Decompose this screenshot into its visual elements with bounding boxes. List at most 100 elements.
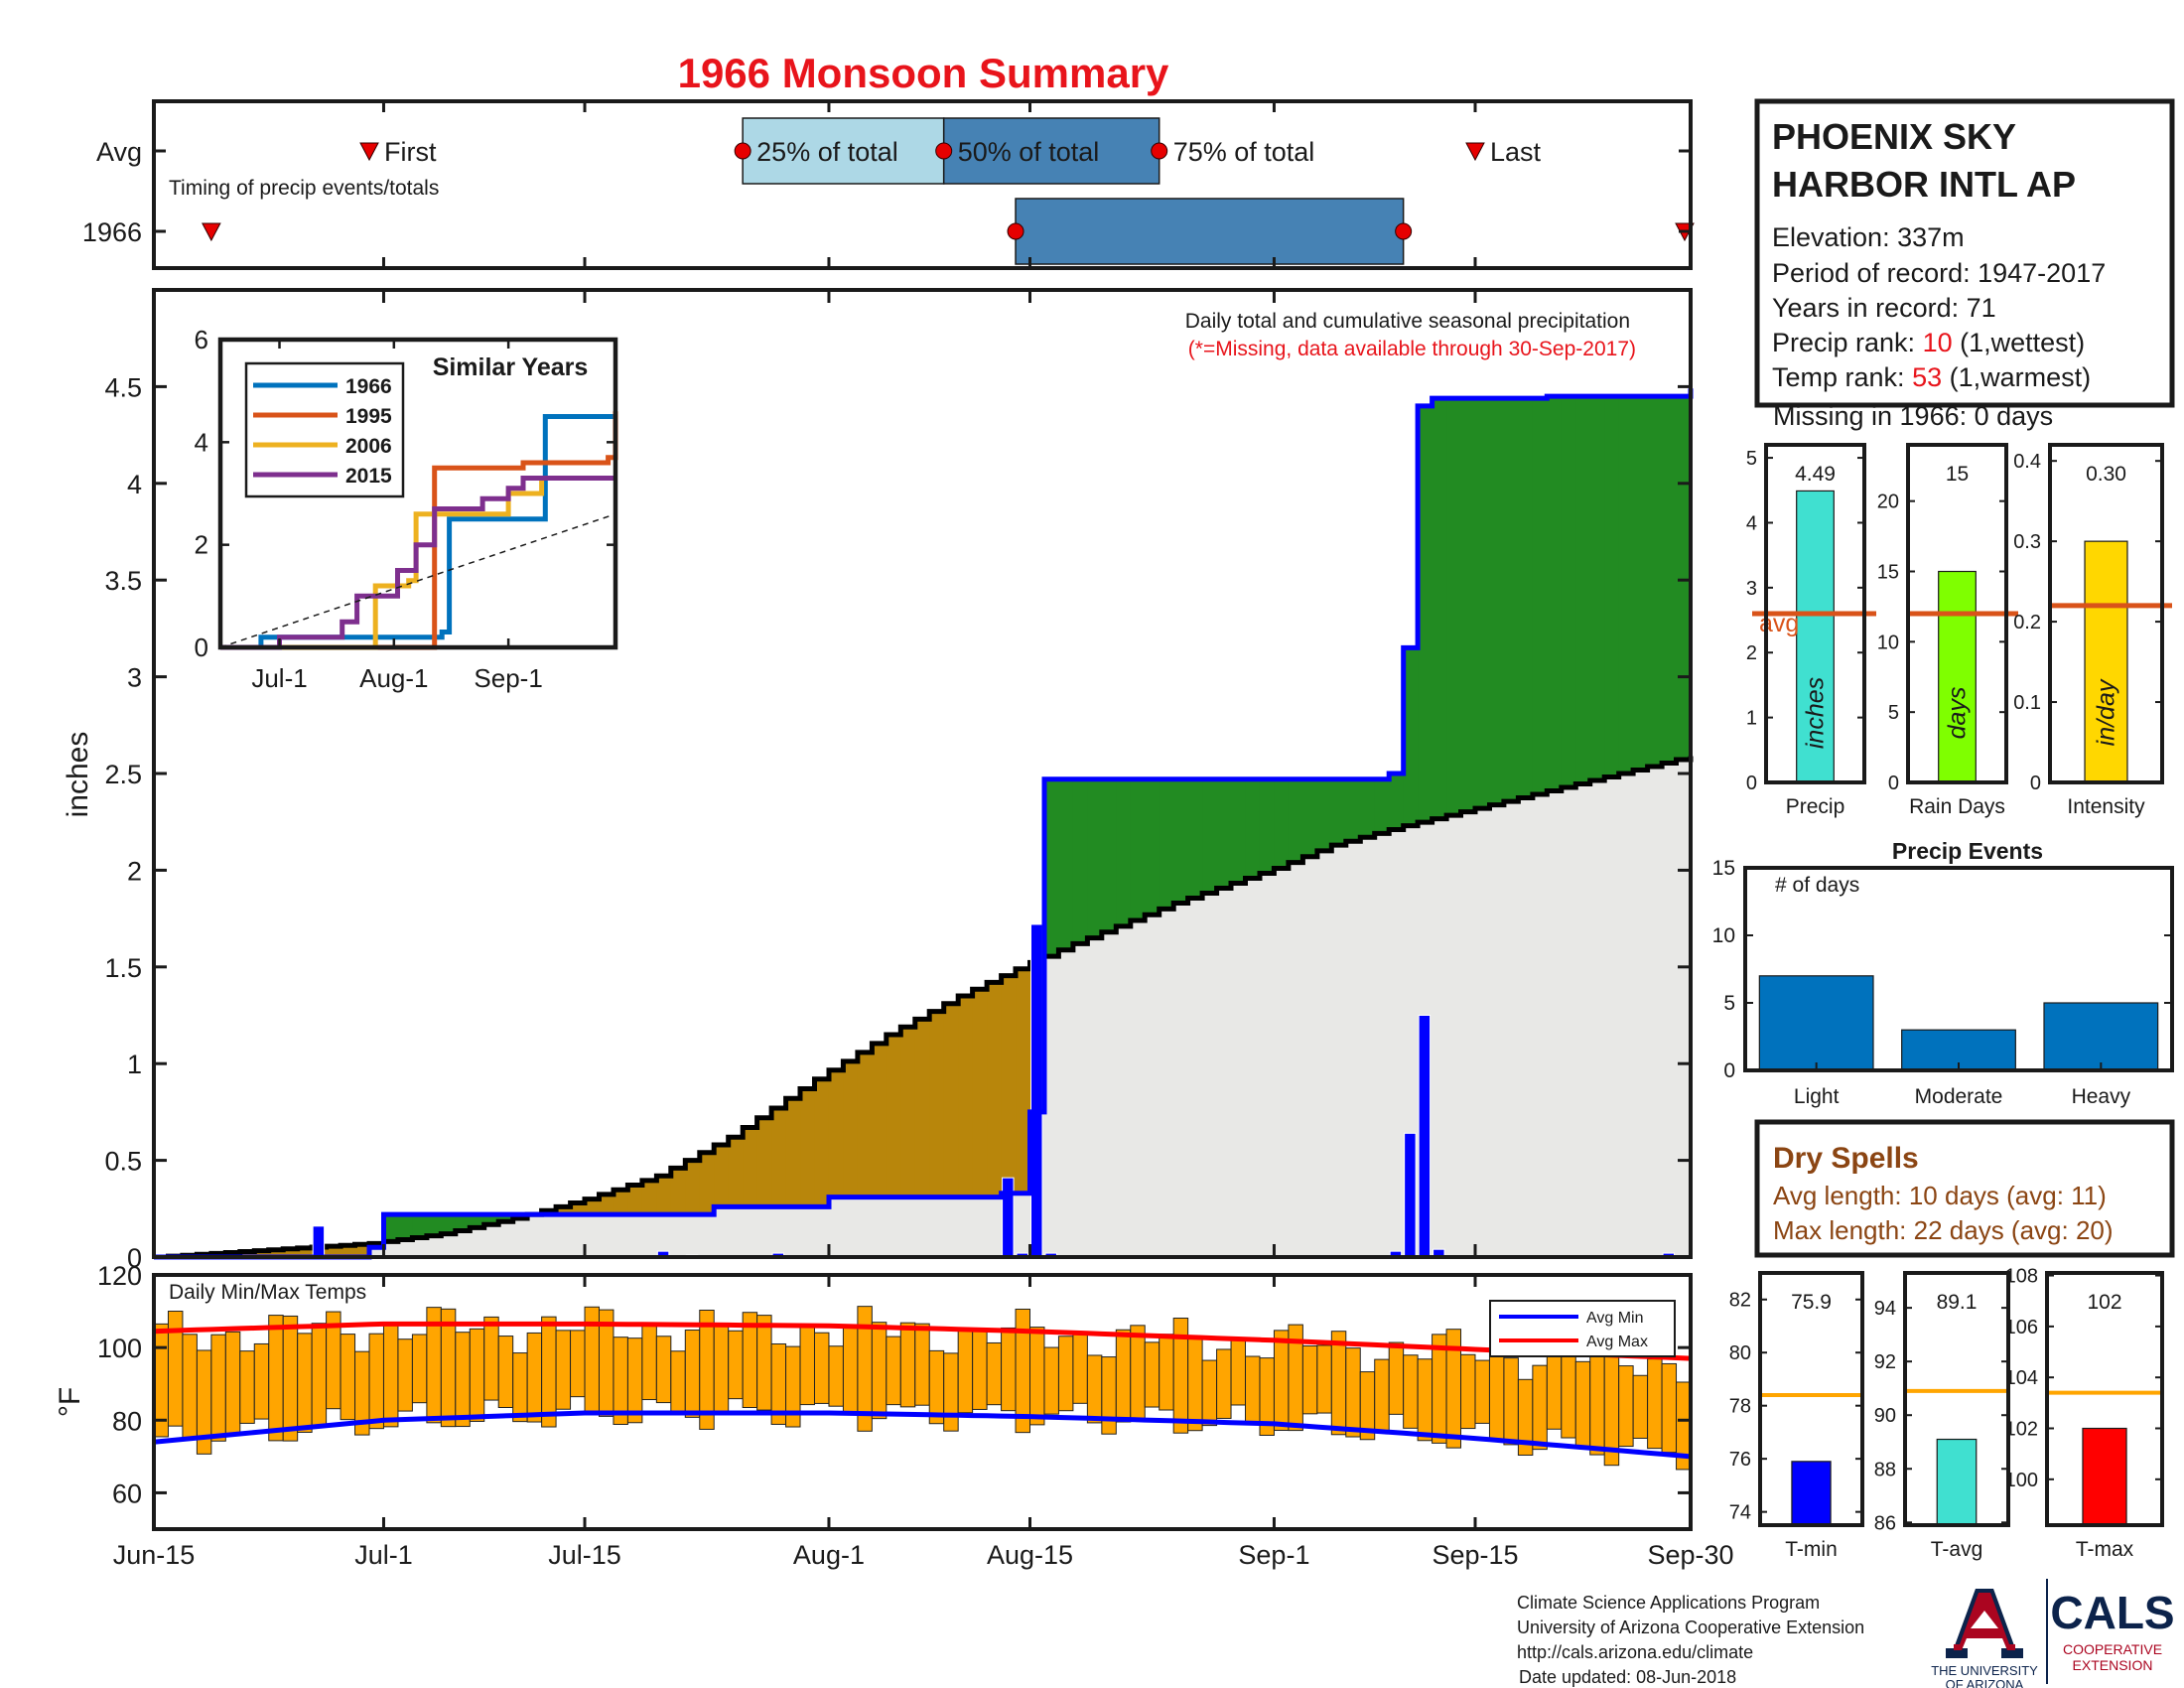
year-25-75-box [1015, 198, 1405, 265]
below-avg-band [987, 982, 1003, 1197]
year-p75-marker [1395, 222, 1413, 240]
date-tick-label: Jul-1 [354, 1540, 413, 1570]
above-avg-band [1662, 396, 1678, 764]
daily-temp-bar [1532, 1364, 1548, 1451]
date-tick-label: Sep-1 [1238, 1540, 1309, 1570]
inset-avg-line [219, 512, 616, 648]
avg-last-marker [1465, 142, 1485, 162]
above-avg-band [1489, 398, 1505, 805]
daily-temp-bar [455, 1332, 471, 1428]
daily-temp-bar [1130, 1325, 1146, 1420]
inset-ytick-label: 4 [195, 427, 208, 457]
avg-p75-marker [1151, 142, 1168, 160]
stat-value-label: 15 [1946, 463, 1969, 486]
station-precip-rank: Precip rank: 10 (1,wettest) [1772, 328, 2085, 357]
date-tick-label: Jul-15 [548, 1540, 621, 1570]
stat-ytick-label: 3 [1746, 578, 1757, 600]
precip-ytick-label: 2 [127, 856, 142, 886]
daily-temp-bar [1230, 1338, 1247, 1406]
below-avg-band [239, 1251, 255, 1257]
precip-events-bars: Light Moderate Heavy 0 5 10 15 [1712, 857, 2172, 1108]
daily-temp-bar [340, 1334, 356, 1421]
above-avg-band [1575, 396, 1591, 784]
stat-value-label: 75.9 [1791, 1291, 1832, 1314]
daily-temp-bar [1072, 1332, 1088, 1404]
below-avg-band [613, 1190, 629, 1215]
ua-name-line2: OF ARIZONA [1946, 1677, 2024, 1688]
below-avg-band [728, 1137, 744, 1207]
station-temp-rank: Temp rank: 53 (1,warmest) [1772, 362, 2091, 392]
daily-temp-bar [957, 1329, 974, 1414]
stat-bar-intensity [2084, 540, 2128, 783]
temp-legend [1489, 1300, 1676, 1357]
above-avg-band [1618, 396, 1634, 774]
stat-panel-intensity: 0 0.1 0.2 0.3 0.4 0.30 in/day Intensity [2013, 443, 2172, 818]
stat-bar-precip [1796, 490, 1835, 783]
precip-series [154, 388, 1694, 1260]
above-avg-band [412, 1214, 428, 1238]
below-avg-band [254, 1250, 270, 1257]
event-ytick-label: 15 [1712, 857, 1735, 880]
cals-sub1: COOPERATIVE [2063, 1641, 2162, 1657]
temp-axes: 60 80 100 120 [97, 1261, 1693, 1529]
stat-value-label: 89.1 [1937, 1291, 1978, 1314]
precip-ytick-label: 4 [127, 470, 142, 499]
stat-panel-frame [1758, 1271, 1864, 1527]
precip-ytick-label: 3.5 [104, 566, 142, 596]
stat-ytick-label: 102 [2005, 1419, 2038, 1441]
daily-temp-bar [1187, 1336, 1203, 1432]
stat-bar-rain_days [1938, 570, 1977, 783]
legend-label-1966: 1966 [345, 375, 392, 398]
above-avg-band [1446, 398, 1462, 816]
stat-panel-frame [1906, 443, 2008, 784]
stat-ytick-label: 0.1 [2013, 692, 2041, 714]
stat-ytick-label: 10 [1877, 632, 1899, 653]
below-avg-band [341, 1245, 356, 1257]
above-avg-band [1403, 647, 1419, 826]
avg-max-line [153, 1321, 1692, 1361]
stat-panel-frame [1764, 443, 1866, 784]
timing-subtitle: Timing of precip events/totals [169, 177, 439, 200]
below-avg-band [641, 1180, 657, 1215]
above-avg-band [1518, 398, 1534, 798]
daily-temp-bar [397, 1338, 413, 1412]
event-bar-heavy [2043, 1002, 2159, 1071]
precip-frame [152, 288, 1693, 1259]
stat-xlabel: Rain Days [1909, 795, 2005, 818]
daily-temp-bar [1301, 1344, 1318, 1415]
daily-temp-bar [1330, 1331, 1347, 1436]
daily-temp-bar [1216, 1348, 1232, 1419]
stat-value-label: 4.49 [1795, 463, 1836, 486]
below-avg-band [857, 1052, 873, 1197]
stat-ytick-label: 15 [1877, 562, 1899, 584]
daily-temp-bar [1632, 1374, 1649, 1439]
above-avg-band [1159, 778, 1174, 910]
daily-temp-bar [411, 1334, 428, 1404]
below-avg-band [814, 1078, 830, 1207]
stat-bar-tmax [2082, 1427, 2127, 1526]
stat-value-label: 102 [2087, 1291, 2121, 1314]
stat-ytick-label: 5 [1888, 702, 1899, 724]
daily-temp-bar [1316, 1344, 1332, 1414]
daily-temp-bar [382, 1323, 399, 1428]
daily-temp-bar [555, 1330, 572, 1410]
daily-temp-bar [1403, 1354, 1419, 1429]
below-avg-band [886, 1034, 901, 1197]
station-name-line2: HARBOR INTL AP [1772, 164, 2076, 205]
below-avg-band [1016, 968, 1031, 1194]
above-avg-band [1633, 396, 1649, 771]
daily-temp-bar [813, 1332, 830, 1404]
avg-cumulative-fill [154, 756, 1691, 1257]
daily-temp-bar [1001, 1327, 1017, 1412]
temp-panel: 60 80 100 120 Daily Min/Max Temps °F Avg Mi… [54, 1261, 1693, 1531]
stat-ytick-label: 20 [1877, 492, 1899, 513]
daily-precip-bar [1002, 1177, 1015, 1258]
avg-first-marker [359, 142, 379, 162]
footer-line3: http://cals.arizona.edu/climate [1517, 1642, 1753, 1662]
avg-50-75-box [942, 117, 1160, 185]
stat-panel-frame [2048, 443, 2164, 784]
legend-avg-min: Avg Min [1586, 1310, 1644, 1327]
station-name-line1: PHOENIX SKY [1772, 116, 2016, 157]
